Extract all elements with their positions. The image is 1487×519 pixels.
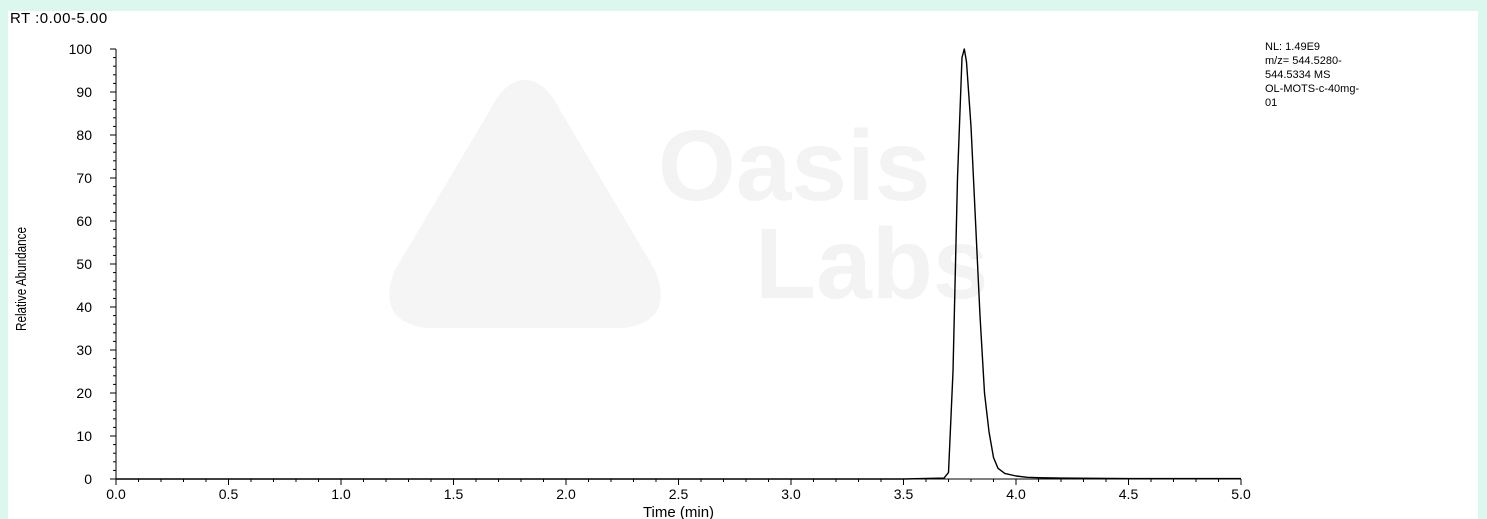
y-tick-label: 100: [69, 41, 93, 57]
watermark-text-2: Labs: [755, 208, 988, 320]
y-tick-label: 10: [76, 428, 92, 444]
y-tick-label: 80: [76, 127, 92, 143]
chart-panel: [8, 11, 1478, 519]
trace-layer: [116, 48, 1241, 480]
y-tick-label: 60: [76, 213, 92, 229]
x-tick-label: 1.0: [331, 486, 351, 502]
x-tick-label: 4.0: [1006, 486, 1026, 502]
y-tick-label: 50: [76, 256, 92, 272]
x-tick-label: 3.0: [781, 486, 801, 502]
scan-info-line: NL: 1.49E9: [1265, 41, 1321, 53]
y-tick-label: 0: [84, 471, 92, 487]
y-tick-label: 30: [76, 342, 92, 358]
scan-info-line: OL-MOTS-c-40mg-: [1265, 83, 1360, 95]
x-axis-title: Time (min): [643, 504, 714, 519]
x-tick-label: 2.5: [669, 486, 689, 502]
y-axis-title: Relative Abundance: [13, 227, 30, 331]
y-tick-label: 40: [76, 299, 92, 315]
x-tick-label: 0.5: [219, 486, 239, 502]
y-tick-label: 20: [76, 385, 92, 401]
x-tick-label: 4.5: [1119, 486, 1139, 502]
chromatogram-trace: [116, 48, 1241, 480]
y-tick-label: 90: [76, 84, 92, 100]
x-tick-label: 2.0: [556, 486, 576, 502]
scan-info-line: m/z= 544.5280-: [1265, 55, 1342, 67]
watermark: Oasis Labs: [389, 80, 988, 328]
scan-info-line: 544.5334 MS: [1265, 69, 1331, 81]
rt-range-label: RT :0.00-5.00: [10, 10, 108, 27]
x-tick-label: 0.0: [106, 486, 126, 502]
x-tick-label: 3.5: [894, 486, 914, 502]
x-tick-label: 5.0: [1231, 486, 1251, 502]
watermark-text-1: Oasis: [658, 110, 930, 222]
axes: 0 10 20 30 40 50 60 70 80 90 100 0.0 0.5 1.0 1.5 2.0 2.5…: [13, 41, 1251, 519]
y-tick-label: 70: [76, 170, 92, 186]
scan-info-line: 01: [1265, 97, 1278, 109]
scan-info: NL: 1.49E9 m/z= 544.5280- 544.5334 MS OL…: [1265, 40, 1435, 110]
watermark-logo: [389, 80, 661, 328]
x-tick-label: 1.5: [444, 486, 464, 502]
